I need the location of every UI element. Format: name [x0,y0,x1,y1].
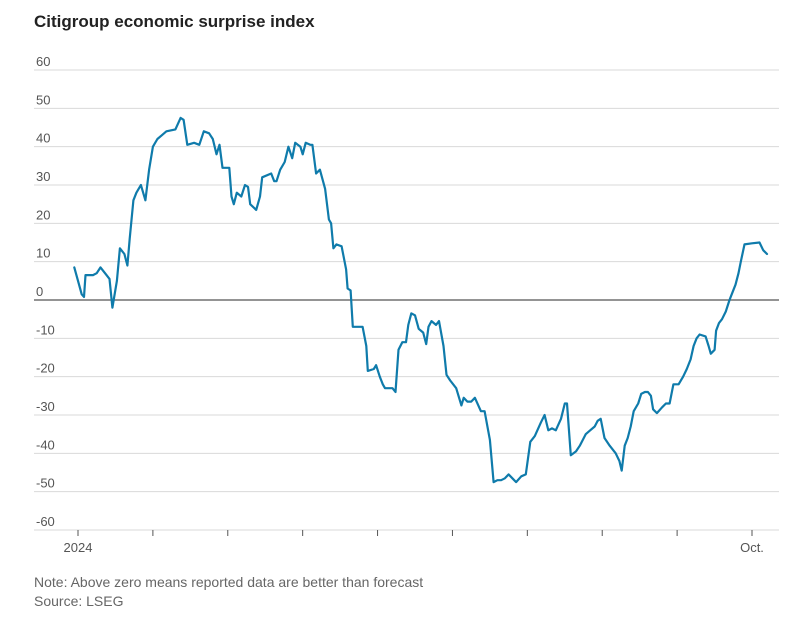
y-tick-label: -40 [36,437,55,452]
chart-note: Note: Above zero means reported data are… [34,574,424,590]
line-chart: 60 50 40 30 20 10 0 -10 -20 -30 -40 -50 -60 2024 Oct. [34,54,779,555]
series-line [73,116,769,484]
y-tick-label: -60 [36,514,55,529]
y-tick-label: 10 [36,246,50,261]
x-tick-label: 2024 [64,540,93,555]
chart-source: Source: LSEG [34,593,124,609]
y-tick-label: -50 [36,476,55,491]
chart-title: Citigroup economic surprise index [34,12,315,31]
y-tick-label: -20 [36,361,55,376]
y-tick-label: 50 [36,92,50,107]
y-tick-label: -30 [36,399,55,414]
y-tick-label: -10 [36,322,55,337]
gridlines [34,69,779,531]
footer-notes: Note: Above zero means reported data are… [34,573,423,611]
y-tick-label: 40 [36,131,50,146]
series-group [73,116,769,484]
y-tick-label: 60 [36,54,50,69]
x-tick-label: Oct. [740,540,764,555]
x-axis: 2024 Oct. [64,530,764,555]
y-tick-label: 20 [36,207,50,222]
y-tick-labels: 60 50 40 30 20 10 0 -10 -20 -30 -40 -50 -60 [36,54,55,529]
y-tick-label: 0 [36,284,43,299]
y-tick-label: 30 [36,169,50,184]
